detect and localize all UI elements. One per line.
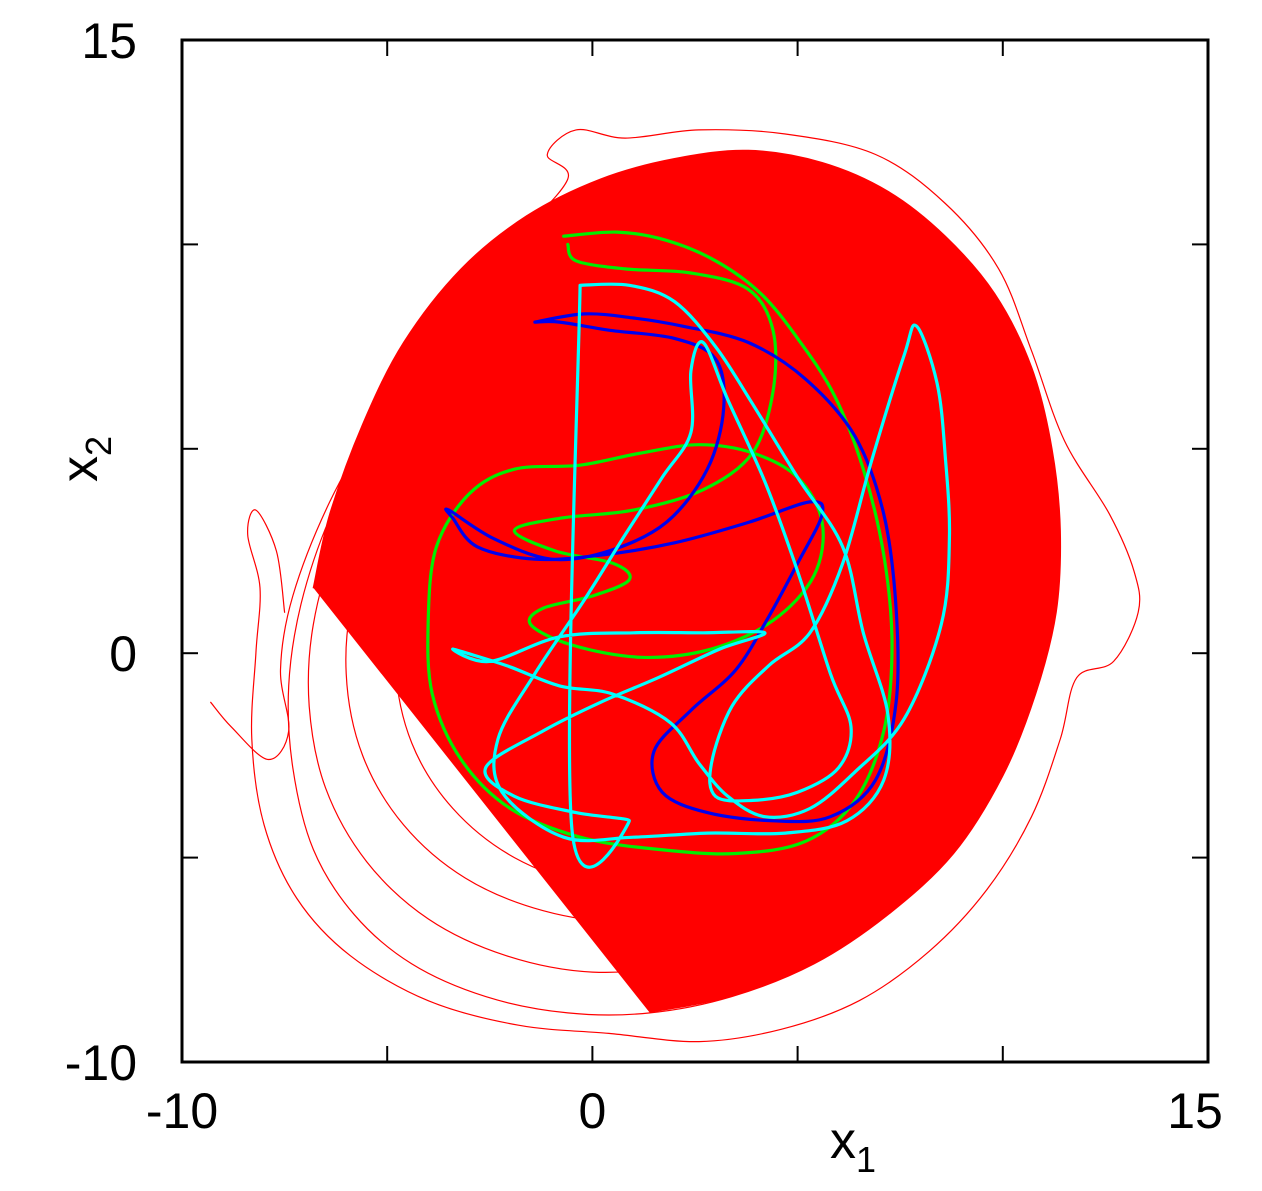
y-tick-label: 0 <box>109 626 137 682</box>
tick-layer <box>182 40 1208 1062</box>
x-axis-label-subscript: 1 <box>856 1139 876 1180</box>
series-layer <box>210 128 1141 1043</box>
plot-frame <box>180 38 1210 1064</box>
y-axis-label-subscript: 2 <box>78 436 119 456</box>
y-tick-label: 15 <box>81 13 137 69</box>
y-axis-label: x2 <box>51 436 119 482</box>
x-tick-label: -10 <box>146 1083 218 1139</box>
series-line-4 <box>451 282 952 869</box>
x-tick-label: 15 <box>1167 1083 1223 1139</box>
series-line-2 <box>426 230 894 856</box>
x-axis-label: x1 <box>830 1112 876 1180</box>
series-line-0 <box>287 149 1062 1016</box>
y-tick-label: -10 <box>65 1035 137 1091</box>
series-line-1 <box>210 128 1141 1043</box>
tick-label-layer: -10 0 15 -10 0 15 <box>65 13 1223 1139</box>
y-axis-label-main: x <box>51 456 109 482</box>
x-axis-label-main: x <box>830 1112 856 1170</box>
x-tick-label: 0 <box>578 1083 606 1139</box>
